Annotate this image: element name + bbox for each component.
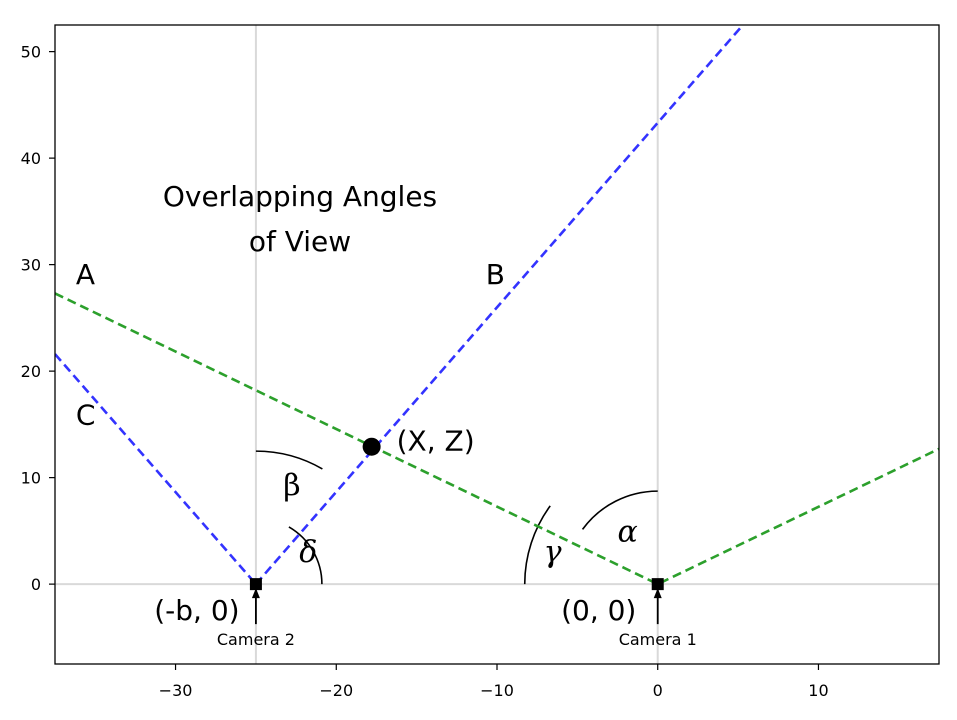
x-tick-label: 10 xyxy=(808,681,828,700)
camera-2-arrow-head xyxy=(251,588,260,599)
angle-label-delta: δ xyxy=(299,535,317,570)
line-label-a: A xyxy=(76,258,95,291)
line-label-c: C xyxy=(76,398,96,431)
camera-1-arrow-head xyxy=(653,588,662,599)
angle-label-alpha: α xyxy=(618,515,638,550)
y-tick-label: 20 xyxy=(21,362,41,381)
camera-2-label: Camera 2 xyxy=(217,630,295,649)
camera-2-coord-label: (-b, 0) xyxy=(154,594,239,627)
x-tick-label: −30 xyxy=(159,681,193,700)
y-tick-label: 30 xyxy=(21,256,41,275)
intersection-point xyxy=(362,437,381,456)
text-layer: Camera 1 (0, 0) Camera 2 (-b, 0) (X, Z) A B Cα β… xyxy=(76,180,697,649)
series-layer xyxy=(55,25,939,586)
alpha-arc xyxy=(581,490,658,530)
camera-1-coord-label: (0, 0) xyxy=(561,594,636,627)
plot-frame xyxy=(54,24,940,665)
delta-arc xyxy=(288,526,323,585)
angle-label-gamma: γ xyxy=(544,535,562,570)
beta-arc xyxy=(255,450,323,470)
y-tick-label: 40 xyxy=(21,149,41,168)
y-tick-label: 50 xyxy=(21,43,41,62)
angle-label-beta: β xyxy=(283,469,300,504)
x-tick-label: −10 xyxy=(480,681,514,700)
x-tick-label: −20 xyxy=(319,681,353,700)
axis-layer: −30 −20 −10 0 10 0 10 20 30 40 50 xyxy=(21,24,940,700)
y-tick-label: 0 xyxy=(31,575,41,594)
series-line-a xyxy=(55,292,939,586)
chart-title-line-2: of View xyxy=(249,225,351,258)
angle-arcs xyxy=(255,450,658,585)
gamma-arc xyxy=(523,505,551,585)
camera-2-marker xyxy=(249,578,262,591)
series-line-b xyxy=(254,25,744,585)
camera-1-label: Camera 1 xyxy=(619,630,697,649)
line-label-b: B xyxy=(486,258,505,291)
grid-layer xyxy=(55,25,939,664)
marker-layer xyxy=(249,437,664,625)
y-tick-label: 10 xyxy=(21,469,41,488)
intersection-label: (X, Z) xyxy=(397,425,475,458)
x-tick-label: 0 xyxy=(653,681,663,700)
camera-1-marker xyxy=(651,578,664,591)
chart-title-line-1: Overlapping Angles xyxy=(163,180,437,213)
series-line-c xyxy=(55,353,257,585)
